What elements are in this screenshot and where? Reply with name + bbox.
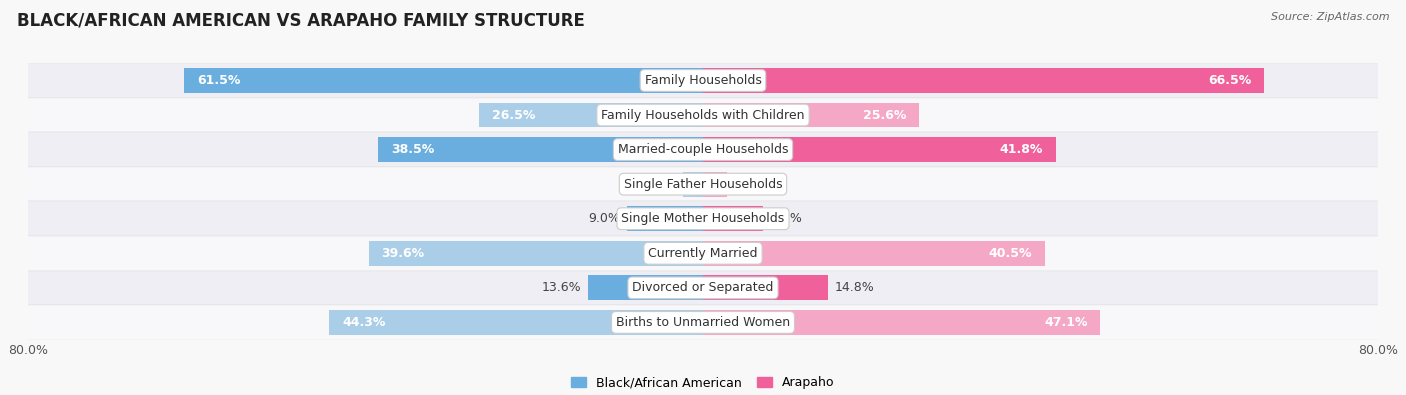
Bar xyxy=(683,172,703,197)
Bar xyxy=(184,68,703,93)
FancyBboxPatch shape xyxy=(11,98,1395,132)
FancyBboxPatch shape xyxy=(11,271,1395,305)
Bar xyxy=(479,103,703,128)
Text: 2.4%: 2.4% xyxy=(644,178,676,191)
Text: 13.6%: 13.6% xyxy=(541,281,582,294)
Text: 7.1%: 7.1% xyxy=(769,212,801,225)
Text: 9.0%: 9.0% xyxy=(589,212,620,225)
Bar xyxy=(627,206,703,231)
Text: Family Households: Family Households xyxy=(644,74,762,87)
Bar xyxy=(703,275,828,300)
Bar xyxy=(703,206,763,231)
Text: Births to Unmarried Women: Births to Unmarried Women xyxy=(616,316,790,329)
FancyBboxPatch shape xyxy=(11,236,1395,271)
Bar xyxy=(368,241,703,266)
Text: 14.8%: 14.8% xyxy=(835,281,875,294)
Text: 47.1%: 47.1% xyxy=(1045,316,1088,329)
Text: Divorced or Separated: Divorced or Separated xyxy=(633,281,773,294)
Text: 61.5%: 61.5% xyxy=(197,74,240,87)
Legend: Black/African American, Arapaho: Black/African American, Arapaho xyxy=(567,371,839,394)
Text: 25.6%: 25.6% xyxy=(863,109,907,122)
Bar xyxy=(703,68,1264,93)
Bar xyxy=(703,310,1101,335)
Text: Single Father Households: Single Father Households xyxy=(624,178,782,191)
FancyBboxPatch shape xyxy=(11,201,1395,236)
Text: 40.5%: 40.5% xyxy=(988,247,1032,260)
Text: 41.8%: 41.8% xyxy=(1000,143,1043,156)
Text: Source: ZipAtlas.com: Source: ZipAtlas.com xyxy=(1271,12,1389,22)
Bar xyxy=(588,275,703,300)
Text: 44.3%: 44.3% xyxy=(342,316,385,329)
Text: 2.9%: 2.9% xyxy=(734,178,766,191)
FancyBboxPatch shape xyxy=(11,305,1395,340)
FancyBboxPatch shape xyxy=(11,132,1395,167)
Text: Family Households with Children: Family Households with Children xyxy=(602,109,804,122)
Text: 39.6%: 39.6% xyxy=(381,247,425,260)
Text: Single Mother Households: Single Mother Households xyxy=(621,212,785,225)
Text: 26.5%: 26.5% xyxy=(492,109,536,122)
Bar xyxy=(703,241,1045,266)
FancyBboxPatch shape xyxy=(11,167,1395,201)
Bar xyxy=(329,310,703,335)
Bar xyxy=(378,137,703,162)
Bar xyxy=(703,137,1056,162)
Bar xyxy=(703,103,920,128)
Text: 66.5%: 66.5% xyxy=(1208,74,1251,87)
Text: BLACK/AFRICAN AMERICAN VS ARAPAHO FAMILY STRUCTURE: BLACK/AFRICAN AMERICAN VS ARAPAHO FAMILY… xyxy=(17,12,585,30)
Text: Married-couple Households: Married-couple Households xyxy=(617,143,789,156)
Text: 38.5%: 38.5% xyxy=(391,143,434,156)
Text: Currently Married: Currently Married xyxy=(648,247,758,260)
Bar xyxy=(703,172,727,197)
FancyBboxPatch shape xyxy=(11,63,1395,98)
